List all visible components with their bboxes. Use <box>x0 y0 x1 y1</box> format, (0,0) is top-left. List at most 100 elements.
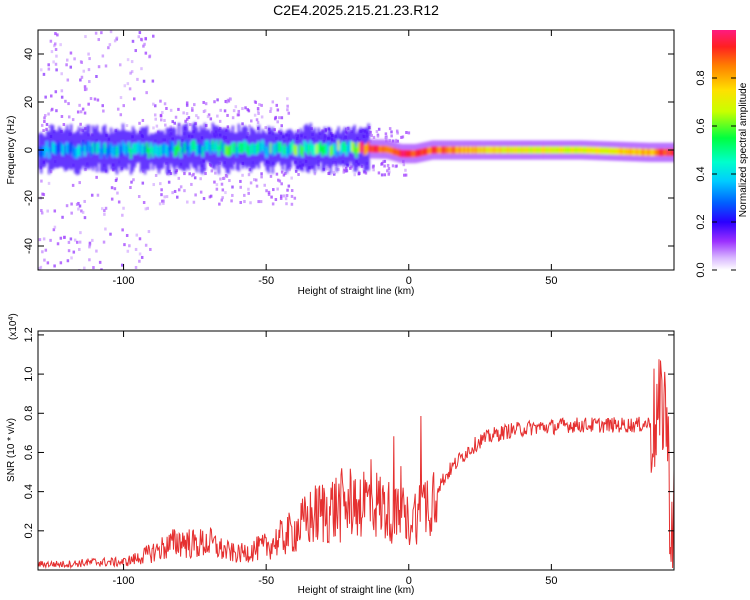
ridge-cell <box>395 148 398 156</box>
noise-cell <box>226 125 230 129</box>
noise-cell <box>219 108 222 112</box>
noise-cell <box>290 189 294 193</box>
ridge-cell <box>129 148 133 159</box>
noise-cell <box>223 176 226 180</box>
ridge-cell <box>143 145 147 157</box>
ridge-cell <box>161 144 165 155</box>
ridge-cell <box>137 141 141 153</box>
noise-cell <box>141 118 145 122</box>
noise-cell <box>66 78 70 82</box>
ridge-cell <box>495 146 498 154</box>
noise-cell <box>260 172 263 176</box>
noise-cell <box>78 240 82 244</box>
noise-cell <box>290 202 294 206</box>
noise-cell <box>386 169 389 173</box>
ridge-cell <box>646 148 650 156</box>
ridge-cell <box>583 146 586 154</box>
ridge-cell <box>71 145 75 157</box>
ridge-cell <box>89 145 93 157</box>
ridge-cell <box>175 145 179 156</box>
ridge-cell <box>545 146 548 154</box>
ridge-cell <box>575 146 578 154</box>
ridge-cell <box>561 146 564 154</box>
ridge-cell <box>253 144 257 155</box>
noise-cell <box>179 185 183 189</box>
noise-cell <box>142 44 145 48</box>
noise-cell <box>369 130 372 134</box>
ridge-cell <box>311 144 314 155</box>
ridge-cell <box>600 147 604 155</box>
noise-cell <box>46 261 50 265</box>
noise-cell <box>138 237 142 241</box>
noise-cell <box>78 103 81 107</box>
noise-cell <box>294 169 298 173</box>
noise-cell <box>277 130 281 134</box>
noise-cell <box>135 233 139 237</box>
ridge-cell <box>275 142 278 154</box>
ridge-cell <box>497 146 500 154</box>
noise-cell <box>96 98 100 102</box>
noise-cell <box>193 176 197 180</box>
noise-cell <box>140 37 143 41</box>
colorbar: 0.0 0.2 0.4 0.6 0.8 Normalized spectral ampl… <box>695 30 749 278</box>
ridge-cell <box>383 145 386 153</box>
noise-cell <box>199 190 203 194</box>
ridge-cell <box>183 142 187 154</box>
noise-cell <box>73 238 77 242</box>
ridge-cell <box>353 143 356 154</box>
noise-cell <box>61 215 64 219</box>
noise-cell <box>137 195 141 199</box>
y-tick-label: 0.6 <box>23 445 35 460</box>
noise-cell <box>177 107 180 111</box>
noise-cell <box>227 99 231 103</box>
noise-cell <box>160 188 163 192</box>
ridge-cell <box>329 145 332 157</box>
ridge-cell <box>61 144 65 156</box>
noise-cell <box>256 107 260 111</box>
noise-cell <box>394 140 398 144</box>
colorbar-gradient <box>712 30 736 270</box>
ridge-cell <box>91 142 95 154</box>
ridge-cell <box>87 141 91 153</box>
noise-cell <box>128 87 132 91</box>
noise-cell <box>50 94 53 98</box>
ridge-cell <box>289 143 292 155</box>
noise-cell <box>228 179 231 183</box>
noise-cell <box>327 171 330 175</box>
noise-cell <box>234 105 238 109</box>
noise-cell <box>165 195 169 199</box>
ridge-cell <box>351 141 354 152</box>
noise-cell <box>173 189 177 193</box>
ridge-cell <box>441 146 444 154</box>
noise-cell <box>91 238 94 242</box>
ridge-cell <box>237 142 241 153</box>
ridge-cell <box>109 143 113 154</box>
ridge-cell <box>447 146 450 154</box>
spectrogram-content <box>38 30 674 270</box>
ridge-cell <box>63 145 67 156</box>
ridge-cell <box>213 142 217 154</box>
noise-cell <box>342 170 346 174</box>
spectrogram-noise-cells <box>38 30 411 270</box>
ridge-cell <box>345 144 348 156</box>
noise-cell <box>345 127 349 131</box>
noise-cell <box>185 112 189 116</box>
noise-cell <box>241 122 244 126</box>
x-tick-label: 0 <box>406 575 412 587</box>
y-tick-label: 40 <box>23 48 35 60</box>
noise-cell <box>67 249 71 253</box>
ridge-cell <box>453 146 456 154</box>
ridge-cell <box>559 146 562 154</box>
noise-cell <box>83 199 86 203</box>
noise-cell <box>403 173 406 177</box>
noise-cell <box>297 173 300 177</box>
ridge-cell <box>309 140 312 152</box>
snr-frame <box>37 330 675 571</box>
noise-cell <box>405 131 408 135</box>
noise-cell <box>192 172 195 176</box>
noise-cell <box>101 104 104 108</box>
ridge-cell <box>73 147 77 159</box>
noise-cell <box>102 109 105 113</box>
ridge-cell <box>638 148 642 156</box>
